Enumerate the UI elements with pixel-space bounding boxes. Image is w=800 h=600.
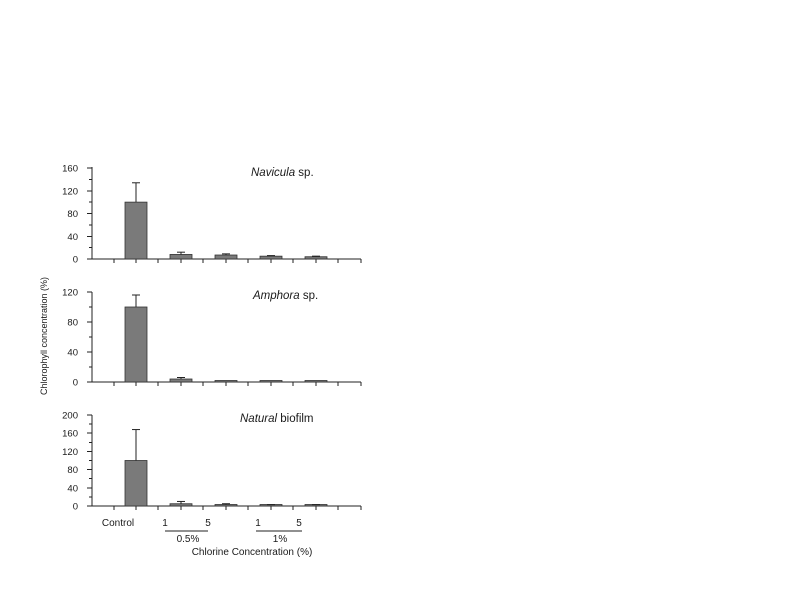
panel-amphora-bar bbox=[124, 306, 148, 383]
panel-navicula-x-ticks bbox=[113, 259, 362, 263]
panel-natural-biofilm-title-italic: Natural bbox=[240, 413, 278, 425]
panel-amphora-bar bbox=[304, 380, 328, 383]
panel-navicula-y-tick-label: 120 bbox=[62, 186, 78, 197]
panel-natural-biofilm-y-tick-label: 160 bbox=[62, 429, 78, 440]
panel-natural-biofilm-y-tick-label: 40 bbox=[67, 483, 78, 494]
panel-natural-biofilm-y-tick-label: 200 bbox=[62, 411, 78, 422]
panel-amphora-title: Amphora sp. bbox=[252, 290, 318, 302]
panel-natural-biofilm: 0 40 80 120 160 200 Natural biofilm bbox=[62, 411, 362, 513]
panel-navicula-bars bbox=[124, 182, 328, 260]
panel-navicula-y-ticks: 0 40 80 120 160 bbox=[62, 164, 92, 266]
panel-natural-biofilm-title-rest: biofilm bbox=[277, 413, 313, 425]
panel-amphora-y-tick-label: 0 bbox=[73, 378, 78, 389]
x-label-group-a-time-1: 1 bbox=[162, 518, 168, 529]
panel-amphora-y-tick-label: 80 bbox=[67, 318, 78, 329]
x-label-group-a-time-5: 5 bbox=[205, 518, 211, 529]
x-label-control: Control bbox=[102, 518, 134, 529]
panel-natural-biofilm-y-ticks: 0 40 80 120 160 200 bbox=[62, 411, 92, 513]
panel-amphora-title-italic: Amphora bbox=[252, 290, 300, 302]
panel-natural-biofilm-y-tick-label: 80 bbox=[67, 465, 78, 476]
panel-natural-biofilm-title: Natural biofilm bbox=[240, 413, 314, 425]
panel-navicula-y-tick-label: 160 bbox=[62, 164, 78, 175]
panel-navicula-title: Navicula sp. bbox=[251, 167, 314, 179]
x-label-group-b-time-5: 5 bbox=[296, 518, 302, 529]
panel-navicula-bar bbox=[304, 256, 328, 260]
panel-navicula-bar bbox=[169, 254, 193, 260]
panel-natural-biofilm-bar bbox=[214, 504, 238, 507]
panel-natural-biofilm-y-tick-label: 0 bbox=[73, 502, 78, 513]
panel-navicula-bar bbox=[259, 255, 283, 260]
panel-navicula-y-tick-label: 80 bbox=[67, 209, 78, 220]
panel-navicula-bar bbox=[214, 254, 238, 260]
panel-navicula-title-rest: sp. bbox=[295, 167, 314, 179]
panel-amphora: 0 40 80 120 Amphora sp. bbox=[62, 288, 362, 389]
panel-natural-biofilm-bars bbox=[124, 429, 328, 507]
panel-amphora-bar bbox=[169, 378, 193, 383]
panel-natural-biofilm-bar bbox=[124, 460, 148, 507]
x-label-group-b: 1% bbox=[273, 534, 288, 545]
panel-navicula-y-tick-label: 40 bbox=[67, 232, 78, 243]
panel-navicula-y-tick-label: 0 bbox=[73, 255, 78, 266]
x-label-group-b-time-1: 1 bbox=[255, 518, 261, 529]
panel-amphora-bar bbox=[214, 380, 238, 383]
panel-natural-biofilm-bar bbox=[169, 503, 193, 507]
panel-amphora-bar bbox=[259, 380, 283, 383]
panel-amphora-title-rest: sp. bbox=[300, 290, 319, 302]
panel-navicula-title-italic: Navicula bbox=[251, 167, 295, 179]
panel-amphora-bars bbox=[124, 294, 328, 383]
panel-navicula: 0 40 80 120 160 Navicula sp. bbox=[62, 164, 362, 266]
panel-amphora-y-ticks: 0 40 80 120 bbox=[62, 288, 92, 389]
panel-amphora-y-tick-label: 40 bbox=[67, 348, 78, 359]
x-axis-title: Chlorine Concentration (%) bbox=[192, 547, 313, 558]
panel-amphora-y-tick-label: 120 bbox=[62, 288, 78, 299]
panel-natural-biofilm-y-tick-label: 120 bbox=[62, 447, 78, 458]
panel-amphora-x-ticks bbox=[113, 382, 362, 386]
x-label-group-a: 0.5% bbox=[177, 534, 200, 545]
y-axis-label: Chlorophyll concentration (%) bbox=[39, 277, 49, 395]
panel-natural-biofilm-x-ticks bbox=[113, 506, 362, 510]
panel-navicula-bar bbox=[124, 201, 148, 260]
